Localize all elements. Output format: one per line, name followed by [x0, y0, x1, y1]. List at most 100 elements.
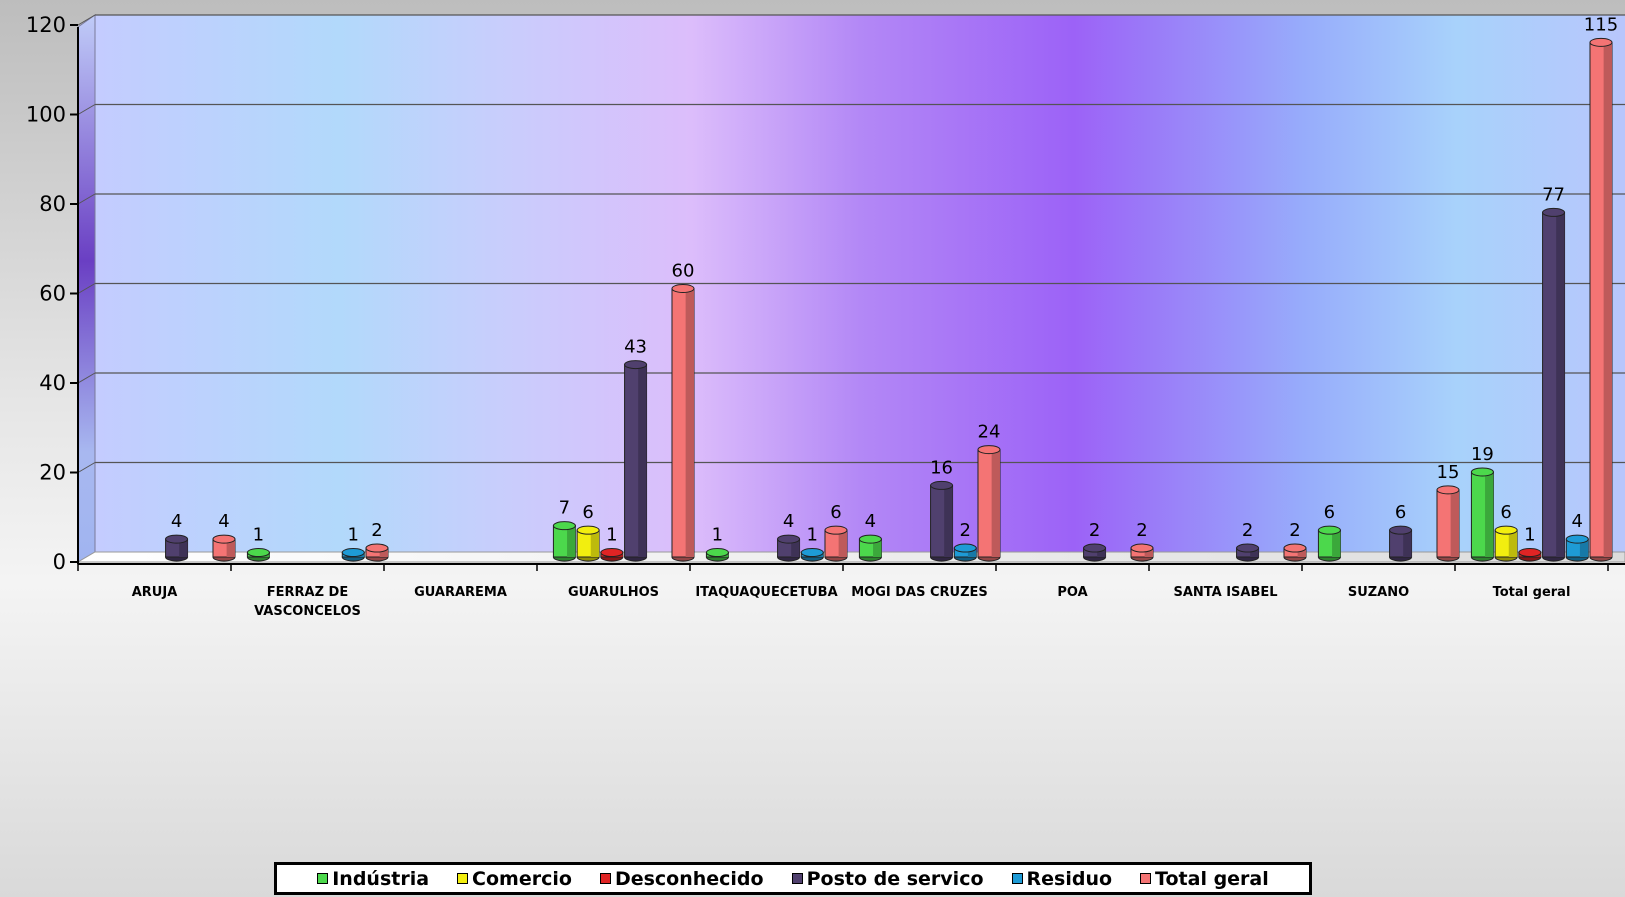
bar-top — [1083, 543, 1107, 553]
legend-item: Desconhecido — [599, 867, 764, 890]
y-axis: 0 20 40 60 80 100 120 — [26, 13, 79, 574]
bar — [246, 548, 270, 562]
bar-top — [1389, 525, 1413, 535]
y-tick-label: 0 — [53, 550, 66, 574]
bar-top — [1518, 548, 1542, 558]
bar-shade — [590, 530, 600, 557]
data-label: 4 — [865, 511, 876, 532]
x-tick-label: ITAQUAQUECETUBA — [695, 585, 837, 600]
bar — [1130, 543, 1154, 562]
bar-top — [1494, 525, 1518, 535]
bar-top — [1283, 543, 1307, 553]
data-label: 4 — [218, 511, 229, 532]
data-label: 16 — [930, 457, 953, 478]
legend-item: Indústria — [317, 868, 429, 890]
data-label: 6 — [1500, 502, 1511, 523]
bar — [953, 543, 977, 562]
legend-label: Posto de servico — [806, 867, 984, 890]
x-tick-label: FERRAZ DE VASCONCELOS — [254, 585, 361, 619]
bar-top — [246, 548, 270, 558]
data-label: 2 — [960, 520, 971, 541]
bar — [624, 360, 648, 562]
y-tick-label: 60 — [39, 282, 66, 306]
data-label: 4 — [1572, 511, 1583, 532]
x-tick-label: MOGI DAS CRUZES — [851, 585, 988, 600]
bar — [1542, 207, 1566, 562]
legend-swatch — [791, 873, 803, 884]
bar-shade — [1250, 548, 1259, 557]
bar — [576, 525, 600, 562]
bar-shade — [1579, 539, 1589, 557]
bar-top — [165, 534, 189, 544]
bar — [1283, 543, 1307, 562]
bar-top — [977, 445, 1001, 455]
bar-top — [953, 543, 977, 553]
data-label: 4 — [783, 511, 794, 532]
bar-shade — [226, 539, 235, 557]
x-tick-label: GUARAREMA — [414, 585, 507, 600]
bar-top — [800, 548, 824, 558]
bar — [1589, 37, 1613, 562]
data-label: 7 — [559, 498, 570, 519]
bar-shade — [991, 449, 1000, 557]
legend-label: Total geral — [1155, 867, 1269, 890]
legend-item: Posto de servico — [791, 867, 984, 890]
bar-top — [365, 543, 389, 553]
bar-top — [552, 521, 576, 531]
bar — [1470, 467, 1494, 562]
data-label: 60 — [672, 261, 695, 282]
legend-label: Comercio — [472, 867, 572, 890]
gridline-diagonal — [77, 104, 96, 115]
legend: Indústria Comercio Desconhecido Posto de se… — [274, 862, 1312, 895]
bar — [824, 525, 848, 562]
bar — [777, 534, 801, 562]
bar — [977, 445, 1001, 562]
bar-top — [1236, 543, 1260, 553]
bar-top — [1130, 543, 1154, 553]
legend-swatch — [317, 873, 329, 884]
bar — [600, 548, 624, 562]
data-label: 6 — [582, 502, 593, 523]
y-tick-label: 40 — [39, 371, 66, 395]
data-label: 6 — [1324, 502, 1335, 523]
bar-top — [858, 534, 882, 544]
bar-top — [576, 525, 600, 535]
bar-shade — [791, 539, 800, 557]
bar-shade — [1556, 212, 1565, 558]
bar-top — [624, 360, 648, 370]
x-tick-label: SUZANO — [1348, 585, 1409, 600]
bar — [1565, 534, 1589, 562]
legend-item: Total geral — [1140, 868, 1269, 890]
bar — [858, 534, 882, 562]
bar — [1494, 525, 1518, 562]
bar — [705, 548, 729, 562]
bar — [930, 480, 954, 562]
bar-shade — [379, 548, 388, 557]
bar-top — [1542, 207, 1566, 217]
bar-shade — [1450, 489, 1459, 557]
gridlines — [77, 14, 1625, 473]
bar-top — [1470, 467, 1494, 477]
bar — [365, 543, 389, 562]
bar — [1389, 525, 1413, 562]
bar — [1518, 548, 1542, 562]
legend-swatch — [1140, 873, 1152, 884]
gridline-diagonal — [77, 372, 96, 384]
bar-top — [824, 525, 848, 535]
bar-top — [777, 534, 801, 544]
bar-top — [1589, 37, 1613, 47]
bar — [1236, 543, 1260, 562]
bar — [800, 548, 824, 562]
data-label: 2 — [1289, 520, 1300, 541]
data-label: 6 — [1395, 502, 1406, 523]
data-label: 1 — [348, 525, 359, 546]
x-tick-label: ARUJA — [132, 585, 178, 600]
chart-svg: 0 20 40 60 80 100 120 ARUJA FERRAZ DE VASCONCELO… — [26, 13, 1625, 619]
bar-shade — [944, 485, 953, 557]
data-label: 2 — [1089, 520, 1100, 541]
legend-label: Desconhecido — [614, 867, 764, 890]
bar — [212, 534, 236, 562]
bar-shade — [1144, 548, 1153, 557]
bar-top — [1436, 485, 1460, 495]
